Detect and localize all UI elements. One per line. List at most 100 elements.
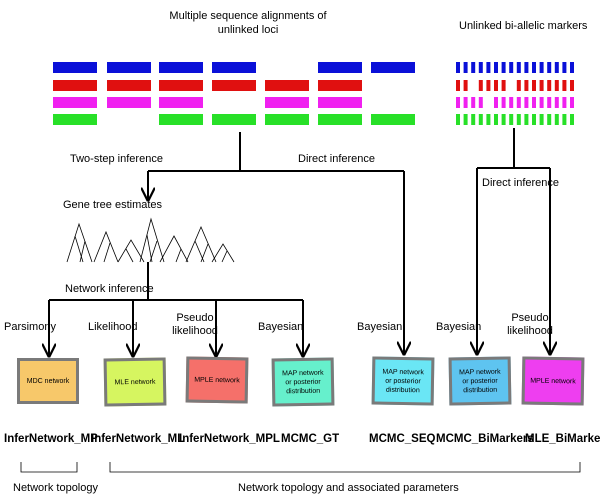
- biallelic-marker-bar: [502, 114, 506, 125]
- biallelic-marker-bar: [517, 62, 521, 73]
- biallelic-marker-bar: [540, 97, 544, 108]
- bayesian-label-gt: Bayesian: [258, 321, 303, 334]
- method-infernetwork-ml: InferNetwork_ML: [91, 433, 184, 445]
- biallelic-marker-bar: [456, 114, 460, 125]
- biallelic-marker-bar: [517, 97, 521, 108]
- gene-tree-estimates-label: Gene tree estimates: [63, 199, 162, 212]
- biallelic-marker-bar: [524, 114, 528, 125]
- biallelic-marker-bar: [509, 62, 513, 73]
- parsimony-label: Parsimony: [4, 321, 56, 334]
- biallelic-marker-bar: [524, 80, 528, 91]
- biallelic-marker-bar: [456, 62, 460, 73]
- gene-tree-estimates-icon: [67, 219, 234, 262]
- biallelic-marker-bar: [509, 97, 513, 108]
- biallelic-marker-bar: [532, 80, 536, 91]
- method-mcmc-bimarkers: MCMC_BiMarkers: [436, 433, 534, 445]
- msa-title: Multiple sequence alignments of unlinked…: [148, 9, 348, 37]
- biallelic-title: Unlinked bi-allelic markers: [459, 20, 587, 33]
- biallelic-marker-bar: [547, 114, 551, 125]
- biallelic-marker-bar: [524, 97, 528, 108]
- biallelic-marker-bars: [456, 62, 574, 125]
- biallelic-marker-bar: [532, 114, 536, 125]
- biallelic-marker-bar: [555, 114, 559, 125]
- bayesian-label-biallelic: Bayesian: [436, 321, 481, 334]
- biallelic-marker-bar: [540, 80, 544, 91]
- biallelic-marker-bar: [570, 114, 574, 125]
- biallelic-marker-bar: [502, 97, 506, 108]
- biallelic-marker-bar: [479, 62, 483, 73]
- method-mcmc-seq: MCMC_SEQ: [369, 433, 435, 445]
- biallelic-marker-bar: [471, 97, 475, 108]
- biallelic-marker-bar: [555, 62, 559, 73]
- map-network-text-seq: MAP network or posterior distribution: [382, 367, 424, 395]
- biallelic-marker-bar: [532, 97, 536, 108]
- method-mcmc-gt: MCMC_GT: [281, 433, 339, 445]
- biallelic-marker-bar: [532, 62, 536, 73]
- biallelic-marker-bar: [502, 62, 506, 73]
- biallelic-marker-bar: [486, 80, 490, 91]
- pseudo-likelihood-label-biallelic: Pseudo likelihood: [503, 312, 557, 338]
- map-network-box-biallelic: MAP network or posterior distribution: [449, 356, 512, 405]
- biallelic-marker-bar: [464, 114, 468, 125]
- network-topology-label: Network topology: [13, 482, 98, 495]
- biallelic-marker-bar: [479, 114, 483, 125]
- mdc-network-box: MDC network: [17, 358, 79, 404]
- biallelic-marker-bar: [570, 97, 574, 108]
- msa-alignment-bars: [53, 62, 415, 125]
- mple-network-text: MPLE network: [194, 375, 240, 385]
- mple-network-text-biallelic: MPLE network: [530, 376, 576, 386]
- mple-network-box: MPLE network: [186, 356, 249, 403]
- biallelic-marker-bar: [555, 80, 559, 91]
- pseudo-likelihood-label: Pseudo likelihood: [168, 312, 222, 338]
- biallelic-marker-bar: [464, 97, 468, 108]
- biallelic-marker-bar: [562, 114, 566, 125]
- map-network-box-seq: MAP network or posterior distribution: [372, 356, 435, 405]
- map-network-box-gt: MAP network or posterior distribution: [272, 357, 335, 406]
- biallelic-marker-bar: [562, 97, 566, 108]
- biallelic-marker-bar: [555, 97, 559, 108]
- direct-inference-label-biallelic: Direct inference: [482, 177, 559, 190]
- direct-inference-label-msa: Direct inference: [298, 153, 375, 166]
- biallelic-marker-bar: [524, 62, 528, 73]
- biallelic-marker-bar: [562, 80, 566, 91]
- mple-network-box-biallelic: MPLE network: [522, 356, 585, 405]
- biallelic-marker-bar: [456, 80, 460, 91]
- map-network-text-gt: MAP network or posterior distribution: [282, 368, 324, 396]
- biallelic-marker-bar: [486, 62, 490, 73]
- biallelic-marker-bar: [562, 62, 566, 73]
- mle-network-text: MLE network: [114, 377, 155, 387]
- biallelic-marker-bar: [494, 97, 498, 108]
- biallelic-marker-bar: [486, 114, 490, 125]
- biallelic-marker-bar: [471, 114, 475, 125]
- network-inference-label: Network inference: [65, 283, 154, 296]
- biallelic-marker-bar: [540, 114, 544, 125]
- biallelic-marker-bar: [464, 62, 468, 73]
- biallelic-marker-bar: [456, 97, 460, 108]
- mle-network-box: MLE network: [104, 357, 167, 406]
- biallelic-marker-bar: [464, 80, 468, 91]
- biallelic-marker-bar: [494, 80, 498, 91]
- method-mle-bimarkers: MLE_BiMarkers: [525, 433, 600, 445]
- biallelic-marker-bar: [494, 62, 498, 73]
- biallelic-marker-bar: [479, 97, 483, 108]
- method-infernetwork-mp: InferNetwork_MP: [4, 433, 98, 445]
- biallelic-marker-bar: [471, 62, 475, 73]
- biallelic-marker-bar: [547, 80, 551, 91]
- likelihood-label: Likelihood: [88, 321, 138, 334]
- biallelic-marker-bar: [570, 62, 574, 73]
- biallelic-marker-bar: [502, 80, 506, 91]
- biallelic-marker-bar: [547, 97, 551, 108]
- biallelic-marker-bar: [517, 114, 521, 125]
- biallelic-marker-bar: [509, 114, 513, 125]
- method-infernetwork-mpl: InferNetwork_MPL: [179, 433, 280, 445]
- map-network-text-biallelic: MAP network or posterior distribution: [459, 367, 501, 395]
- biallelic-marker-bar: [547, 62, 551, 73]
- biallelic-marker-bar: [570, 80, 574, 91]
- biallelic-marker-bar: [540, 62, 544, 73]
- biallelic-marker-bar: [494, 114, 498, 125]
- biallelic-marker-bar: [517, 80, 521, 91]
- mdc-network-text: MDC network: [27, 377, 69, 386]
- biallelic-marker-bar: [479, 80, 483, 91]
- two-step-inference-label: Two-step inference: [70, 153, 163, 166]
